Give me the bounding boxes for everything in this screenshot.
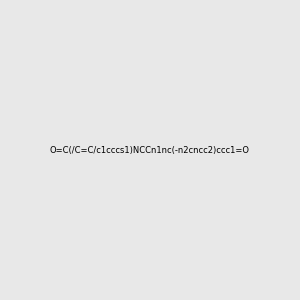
Text: O=C(/C=C/c1cccs1)NCCn1nc(-n2cncc2)ccc1=O: O=C(/C=C/c1cccs1)NCCn1nc(-n2cncc2)ccc1=O: [50, 146, 250, 154]
